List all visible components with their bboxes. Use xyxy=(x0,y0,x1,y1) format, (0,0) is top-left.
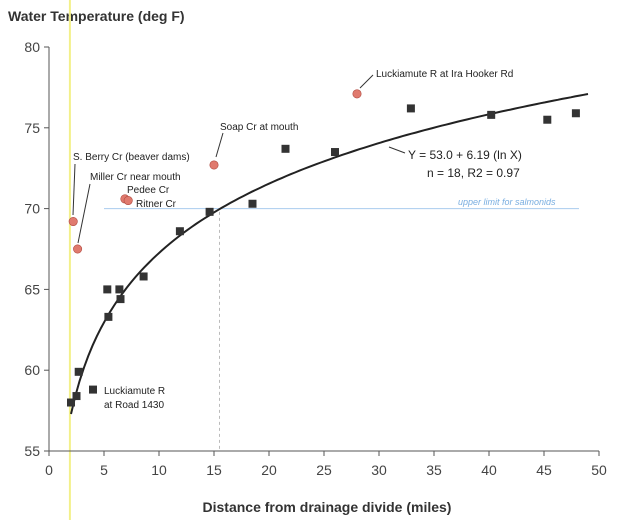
data-point-circle xyxy=(352,89,362,99)
annotation-soap-cr-leader xyxy=(215,132,224,158)
annotation-miller-cr: Miller Cr near mouth xyxy=(90,172,181,183)
data-point-square xyxy=(406,104,415,113)
x-tick-label: 35 xyxy=(426,462,442,478)
y-tick-label: 60 xyxy=(24,362,40,378)
data-point-square xyxy=(72,392,81,401)
data-point-square xyxy=(331,148,339,157)
x-tick-label: 15 xyxy=(206,462,222,478)
data-point-square xyxy=(103,285,112,294)
annotation-pedee-cr: Pedee Cr xyxy=(127,185,170,196)
fit-curve-group xyxy=(70,93,589,415)
equation-leader xyxy=(388,146,406,154)
x-tick-label: 5 xyxy=(100,462,108,478)
reference-line-label: upper limit for salmonids xyxy=(458,197,556,207)
data-point-square xyxy=(89,385,97,394)
data-point-square xyxy=(248,199,257,208)
annotation-s-berry: S. Berry Cr (beaver dams) xyxy=(73,152,190,163)
y-tick-label: 75 xyxy=(24,120,40,136)
data-point-square xyxy=(67,398,75,407)
data-point-square xyxy=(543,115,552,124)
data-point-circle xyxy=(68,217,78,227)
x-tick-label: 50 xyxy=(591,462,607,478)
data-point-square xyxy=(74,367,83,376)
data-point-square xyxy=(571,109,580,118)
annotation-soap-cr: Soap Cr at mouth xyxy=(220,122,298,133)
x-tick-label: 0 xyxy=(45,462,53,478)
x-axis-title: Distance from drainage divide (miles) xyxy=(203,499,452,515)
annotation-miller-cr-leader xyxy=(77,183,91,244)
axes: 0 5 10 15 20 25 30 35 40 45 50 55 60 65 70 75 80 xyxy=(24,39,607,478)
annotation-ira-hooker-leader xyxy=(359,74,374,89)
annotation-ira-hooker: Luckiamute R at Ira Hooker Rd xyxy=(376,69,513,80)
y-tick-label: 65 xyxy=(24,281,40,297)
fit-curve xyxy=(70,93,589,415)
data-point-circle xyxy=(73,244,83,254)
x-tick-label: 25 xyxy=(316,462,332,478)
x-tick-label: 20 xyxy=(261,462,277,478)
annotation-luckiamute-road-2: at Road 1430 xyxy=(104,400,164,411)
annotation-ritner-cr: Ritner Cr xyxy=(136,199,177,210)
data-point-square xyxy=(116,295,125,304)
data-point-square xyxy=(115,285,124,294)
data-point-square xyxy=(205,207,214,216)
data-marks xyxy=(67,89,580,407)
data-point-square xyxy=(175,227,184,236)
x-tick-label: 10 xyxy=(151,462,167,478)
data-point-square xyxy=(281,144,290,153)
data-point-circle xyxy=(123,196,133,206)
equation-line-1: Y = 53.0 + 6.19 (ln X) xyxy=(408,148,522,162)
guides xyxy=(68,0,579,520)
data-point-square xyxy=(487,110,496,119)
y-tick-label: 70 xyxy=(24,201,40,217)
annotation-luckiamute-road-1: Luckiamute R xyxy=(104,386,165,397)
x-tick-label: 30 xyxy=(371,462,387,478)
y-tick-label: 80 xyxy=(24,39,40,55)
chart-title: Water Temperature (deg F) xyxy=(8,8,185,24)
data-point-square xyxy=(104,312,113,321)
annotation-s-berry-leader xyxy=(72,163,76,216)
x-tick-label: 40 xyxy=(481,462,497,478)
x-tick-label: 45 xyxy=(536,462,552,478)
equation-line-2: n = 18, R2 = 0.97 xyxy=(427,166,520,180)
y-tick-label: 55 xyxy=(24,443,40,459)
data-point-square xyxy=(139,272,148,281)
data-point-circle xyxy=(209,160,219,170)
